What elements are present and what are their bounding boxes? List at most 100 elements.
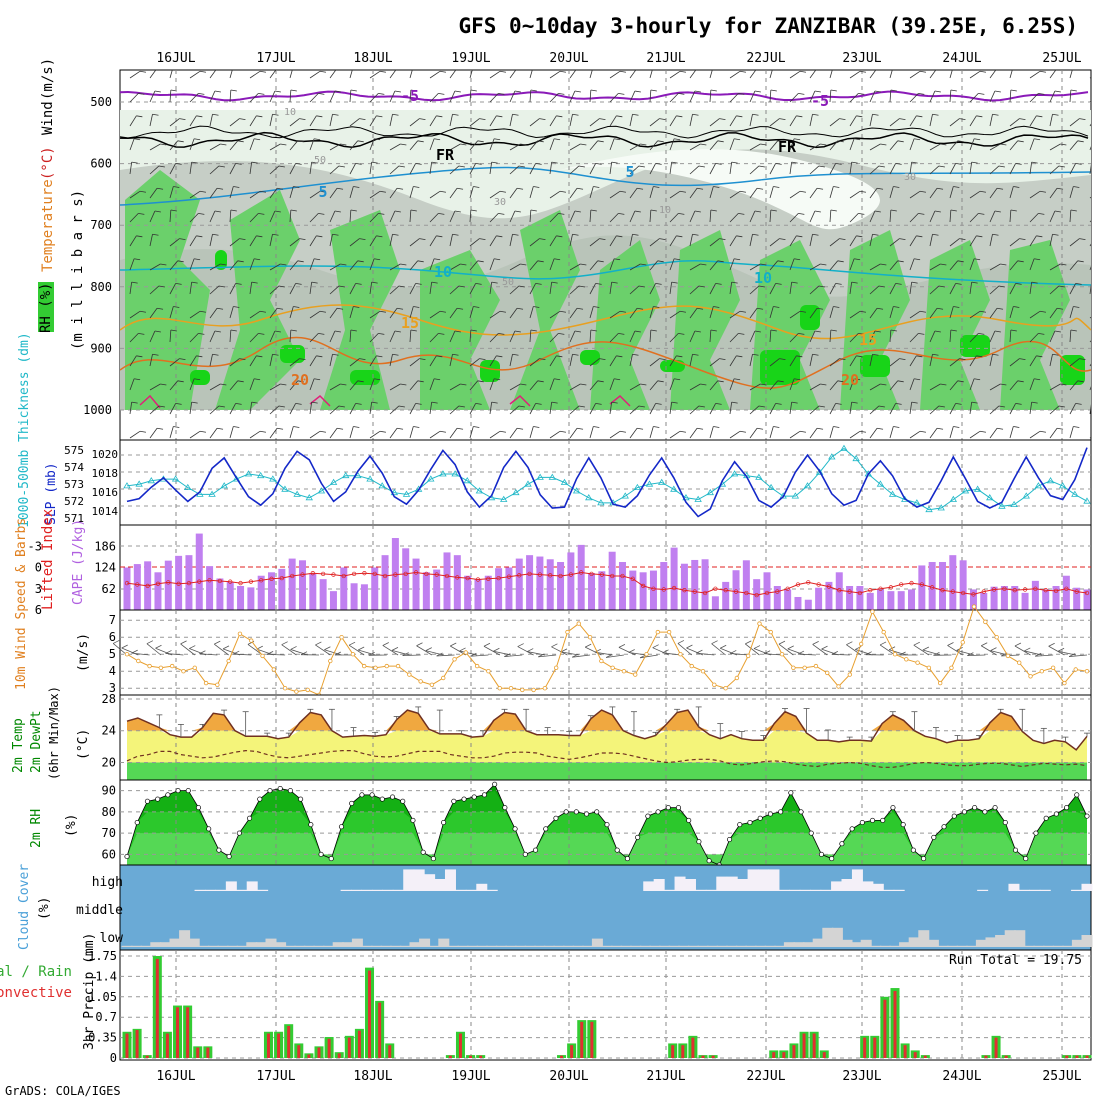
wind10m-barb: [233, 653, 252, 656]
wind-barb: [129, 138, 135, 151]
wind-barb: [469, 90, 472, 103]
wind-barb-feather: [473, 306, 480, 308]
li-point: [455, 575, 460, 580]
wind-barb-feather: [640, 263, 647, 266]
wind-barb-feather: [756, 427, 764, 430]
cloud-bar: [707, 945, 719, 947]
wind-barb: [309, 138, 315, 151]
wind-barb: [609, 235, 617, 247]
wind-barb-feather: [175, 283, 182, 285]
wind-barb-feather: [533, 306, 540, 308]
wind-barb: [969, 235, 977, 247]
wind-barb-feather: [410, 329, 417, 332]
thickness-point: [317, 487, 326, 494]
wind-barb-feather: [936, 187, 944, 190]
rh-shade-bright: [580, 350, 600, 365]
wind-barb-feather: [1079, 238, 1086, 241]
wind-barb-feather: [272, 233, 279, 236]
wind-barb: [489, 115, 497, 127]
wind10m-barb-feather: [281, 641, 288, 646]
li-point: [496, 575, 501, 581]
precip-conv-bar: [590, 1021, 594, 1058]
wind-barb-feather: [1031, 281, 1038, 284]
wind-barb-feather: [558, 212, 565, 215]
wind-barb-feather: [595, 283, 602, 285]
li-point: [702, 590, 708, 596]
precip-conv-bar: [378, 1002, 382, 1058]
wind-barb-feather: [1052, 113, 1059, 116]
wind-barb-feather: [235, 283, 242, 285]
wind-barb: [729, 70, 741, 79]
rh2m-point: [849, 826, 855, 832]
li-point: [1053, 588, 1059, 594]
li-point: [1033, 586, 1038, 591]
wind-barb: [849, 355, 857, 367]
wind-barb: [169, 70, 173, 79]
wind-barb: [909, 213, 919, 223]
cloud-bar: [351, 889, 363, 891]
wind-barb-feather: [290, 209, 297, 212]
wind10m-point: [723, 686, 728, 691]
thickness-point: [269, 475, 277, 482]
wind-barb-feather: [618, 92, 625, 95]
wind-barb-feather: [134, 378, 141, 381]
wind-barb-feather: [770, 89, 777, 92]
wind-barb-feather: [937, 68, 943, 69]
cape-bar: [835, 572, 843, 610]
cape-bars: [123, 533, 1091, 610]
li-point: [1074, 589, 1079, 594]
wind-barb: [349, 140, 359, 151]
wind-barb: [689, 210, 696, 223]
wind-barb: [309, 378, 315, 391]
cloud-bar: [553, 945, 565, 947]
wind-barb-feather: [636, 427, 644, 430]
wind-barb-feather: [470, 209, 477, 212]
wind-barb: [169, 380, 179, 391]
rh2m-point: [635, 834, 641, 840]
cloud-bar: [664, 889, 676, 891]
isotherm-10: [120, 259, 1091, 286]
wind-barb: [389, 428, 398, 439]
wind-barb-feather: [371, 401, 378, 404]
wind10m-point: [745, 653, 751, 659]
li-point: [155, 581, 161, 586]
wind-barb: [929, 234, 933, 247]
rh2m-point: [1043, 815, 1049, 821]
rh-shade-green: [510, 210, 580, 410]
wind10m-barb-feather: [222, 645, 230, 650]
wind-barb-feather: [251, 401, 258, 404]
wind-barb-feather: [918, 332, 925, 335]
date-label: 18JUL: [353, 51, 392, 66]
li-point: [868, 588, 873, 593]
wind-barb-feather: [336, 427, 344, 430]
wind-barb-feather: [859, 310, 867, 313]
wind-barb: [149, 188, 158, 199]
wind-barb: [569, 285, 580, 295]
cape-bar: [794, 596, 802, 610]
pressure-tick: 500: [90, 95, 112, 109]
wind-barb-feather: [830, 329, 837, 332]
wind-barb: [209, 405, 220, 415]
wind-barb-feather: [914, 378, 921, 381]
wind-barb-feather: [738, 212, 745, 215]
cloud-bar: [774, 945, 786, 947]
wind-barb-feather: [491, 161, 498, 164]
cape-bar: [1073, 587, 1081, 610]
wind-barb-feather: [314, 378, 321, 381]
thickness-point: [500, 495, 508, 502]
wind10m-barb: [662, 652, 681, 656]
wind-barb: [549, 282, 553, 295]
cape-bar: [484, 575, 492, 610]
wind-barb-feather: [1075, 403, 1082, 405]
wind-barb: [629, 90, 636, 103]
cape-bar: [319, 579, 327, 610]
wind-barb-feather: [899, 238, 906, 241]
wind-barb-feather: [971, 281, 978, 284]
wind-barb-feather: [1070, 329, 1077, 332]
wind-barb: [129, 282, 133, 295]
wind-barb: [929, 114, 933, 127]
wind-barb: [809, 405, 820, 415]
wind-barb-feather: [439, 310, 447, 313]
wind-barb-feather: [634, 210, 641, 213]
wind-barb-feather: [978, 332, 985, 335]
